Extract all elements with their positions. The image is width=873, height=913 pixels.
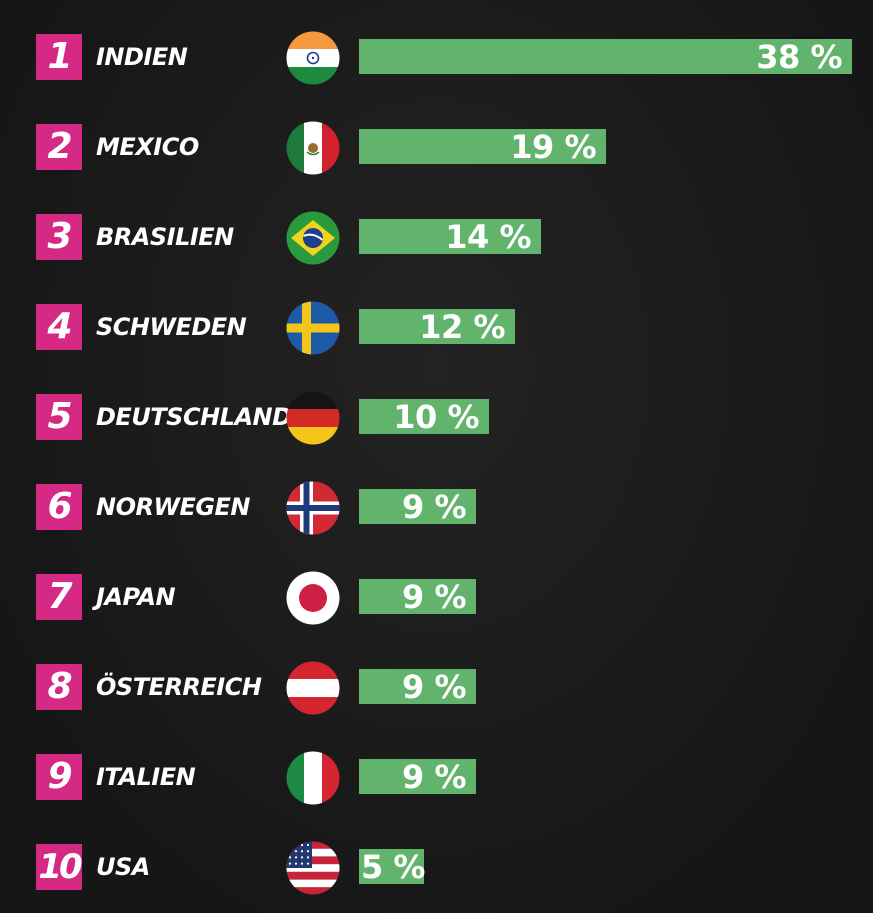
sweden-flag-icon: [286, 301, 340, 355]
country-label: MEXICO: [96, 133, 199, 161]
value-label: 19 %: [510, 128, 596, 166]
value-label: 9 %: [402, 758, 466, 796]
rank-badge: 10: [36, 844, 83, 890]
rank-badge: 5: [36, 394, 82, 440]
rank-badge: 8: [36, 664, 82, 710]
country-label: DEUTSCHLAND: [96, 403, 292, 431]
brazil-flag-icon: [286, 211, 340, 265]
value-bar: 9 %: [359, 758, 476, 796]
usa-flag-icon: [286, 841, 340, 895]
rank-badge: 2: [36, 124, 82, 170]
country-label: BRASILIEN: [96, 223, 234, 251]
value-bar: 9 %: [359, 578, 476, 616]
ranking-row: 8 ÖSTERREICH 9 %: [0, 661, 873, 719]
germany-flag-icon: [286, 391, 340, 445]
mexico-flag-icon: [286, 121, 340, 175]
value-bar: 38 %: [359, 38, 852, 76]
ranking-row: 1 INDIEN 38 %: [0, 31, 873, 89]
italy-flag-icon: [286, 751, 340, 805]
country-label: ITALIEN: [96, 763, 196, 791]
value-label: 38 %: [756, 38, 842, 76]
value-bar: 12 %: [359, 308, 515, 346]
rank-badge: 1: [36, 34, 82, 80]
ranking-row: 5 DEUTSCHLAND 10 %: [0, 391, 873, 449]
ranking-row: 6 NORWEGEN 9 %: [0, 481, 873, 539]
country-label: USA: [96, 853, 150, 881]
value-label: 9 %: [402, 488, 466, 526]
austria-flag-icon: [286, 661, 340, 715]
country-label: INDIEN: [96, 43, 188, 71]
value-bar: 9 %: [359, 668, 476, 706]
value-label: 5 %: [361, 848, 425, 886]
rank-badge: 6: [36, 484, 82, 530]
value-label: 10 %: [393, 398, 479, 436]
value-label: 12 %: [419, 308, 505, 346]
ranking-row: 9 ITALIEN 9 %: [0, 751, 873, 809]
value-label: 9 %: [402, 578, 466, 616]
value-bar: 9 %: [359, 488, 476, 526]
value-label: 14 %: [445, 218, 531, 256]
country-label: JAPAN: [96, 583, 176, 611]
ranking-row: 4 SCHWEDEN 12 %: [0, 301, 873, 359]
value-label: 9 %: [402, 668, 466, 706]
country-label: ÖSTERREICH: [96, 673, 262, 701]
india-flag-icon: [286, 31, 340, 85]
value-bar: 10 %: [359, 398, 489, 436]
rank-badge: 3: [36, 214, 82, 260]
rank-badge: 7: [36, 574, 82, 620]
ranking-row: 7 JAPAN 9 %: [0, 571, 873, 629]
value-bar: 14 %: [359, 218, 541, 256]
rank-badge: 4: [36, 304, 82, 350]
norway-flag-icon: [286, 481, 340, 535]
country-label: SCHWEDEN: [96, 313, 247, 341]
ranking-row: 2 MEXICO 19 %: [0, 121, 873, 179]
country-label: NORWEGEN: [96, 493, 251, 521]
japan-flag-icon: [286, 571, 340, 625]
ranking-row: 3 BRASILIEN 14 %: [0, 211, 873, 269]
value-bar: 19 %: [359, 128, 606, 166]
ranking-row: 10 USA 5 %: [0, 841, 873, 899]
rank-badge: 9: [36, 754, 82, 800]
value-bar: 5 %: [359, 848, 425, 886]
